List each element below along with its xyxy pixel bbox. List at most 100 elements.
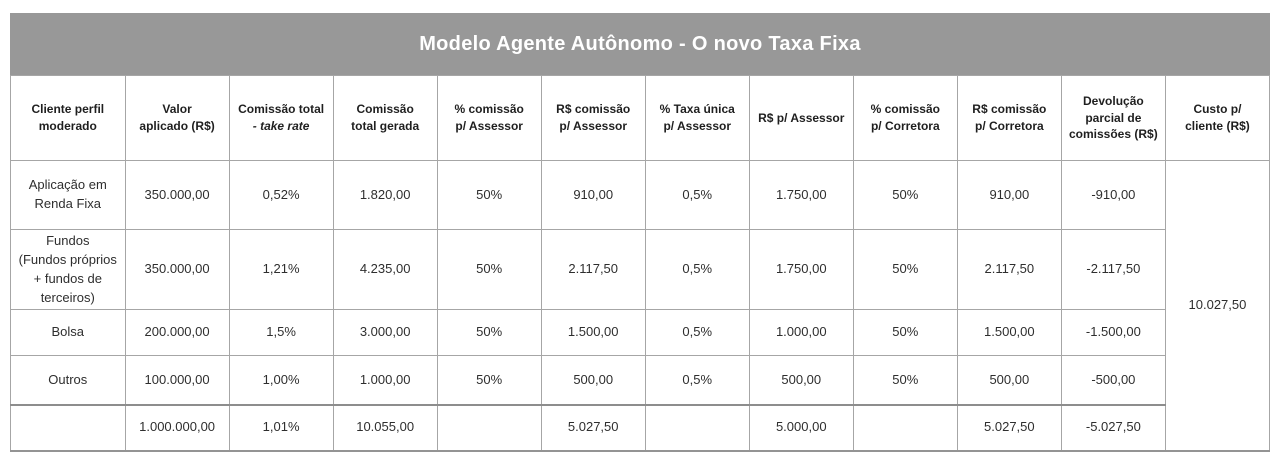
cell-value: 5.027,50 xyxy=(567,419,619,435)
page-title: Modelo Agente Autônomo - O novo Taxa Fix… xyxy=(419,32,861,55)
table-cell: 5.027,50 xyxy=(956,403,1062,452)
table-cell: 1.500,00 xyxy=(540,309,646,357)
table-cell: 1,01% xyxy=(228,403,334,452)
column-header-label: Custo p/ cliente (R$) xyxy=(1185,102,1250,133)
cell-value: 200.000,00 xyxy=(144,324,210,340)
table-cell: 50% xyxy=(852,228,958,311)
column-header: % comissão p/ Assessor xyxy=(436,75,542,161)
table-cell: -5.027,50 xyxy=(1060,403,1166,452)
table-cell: 5.027,50 xyxy=(540,403,646,452)
total-row: 1.000.000,00 1,01% 10.055,00 5.027,50 5.000,… xyxy=(10,403,1270,452)
table-cell: 1.750,00 xyxy=(748,160,854,230)
cell-value: Outros xyxy=(48,371,88,387)
table-cell: 0,5% xyxy=(644,160,750,230)
custo-cliente-total-cell: 10.027,50 xyxy=(1164,160,1271,452)
table-cell: 1,00% xyxy=(228,355,334,406)
cell-value: 1.820,00 xyxy=(359,186,411,202)
column-header-label: R$ comissão p/ Corretora xyxy=(972,102,1047,133)
table-body: Aplicação em Renda Fixa 350.000,00 0,52% 1.… xyxy=(10,160,1271,452)
column-header-label: R$ comissão p/ Assessor xyxy=(556,102,631,133)
cell-value: 100.000,00 xyxy=(144,371,210,387)
table-cell: 50% xyxy=(436,355,542,406)
column-header-label: % Taxa única p/ Assessor xyxy=(659,102,735,133)
cell-value: 10.055,00 xyxy=(356,419,415,435)
row-label-cell: Aplicação em Renda Fixa xyxy=(10,160,126,230)
cell-value: 1.000.000,00 xyxy=(139,419,216,435)
column-header: Valor aplicado (R$) xyxy=(124,75,230,161)
title-bar: Modelo Agente Autônomo - O novo Taxa Fix… xyxy=(10,13,1270,75)
table-cell: -2.117,50 xyxy=(1060,228,1166,311)
cell-value: 50% xyxy=(476,324,503,340)
column-header-label: % comissão p/ Corretora xyxy=(870,102,940,133)
table-row: Fundos (Fundos próprios + fundos de terc… xyxy=(10,228,1270,311)
table-cell: 4.235,00 xyxy=(332,228,438,311)
cell-value: 350.000,00 xyxy=(144,186,210,202)
row-label-cell: Fundos (Fundos próprios + fundos de terc… xyxy=(10,228,126,311)
column-header-label: Cliente perfil moderado xyxy=(31,102,105,133)
cell-value: 4.235,00 xyxy=(359,261,411,277)
row-label-cell: Outros xyxy=(10,355,126,406)
cell-value: 1,01% xyxy=(262,419,300,435)
cell-value: 1.000,00 xyxy=(775,324,827,340)
column-header-label: Valor aplicado (R$) xyxy=(139,102,215,133)
cell-value: 50% xyxy=(476,261,503,277)
cell-value: 3.000,00 xyxy=(359,324,411,340)
table-cell: 5.000,00 xyxy=(748,403,854,452)
cell-value: 1.750,00 xyxy=(775,261,827,277)
table-cell xyxy=(644,403,750,452)
table-cell: 500,00 xyxy=(748,355,854,406)
cell-value: 910,00 xyxy=(573,186,614,202)
table-cell: 50% xyxy=(852,309,958,357)
row-label-cell xyxy=(10,403,126,452)
cell-value: -2.117,50 xyxy=(1086,261,1141,277)
cell-value: 0,5% xyxy=(682,371,713,387)
header-row: Cliente perfil moderado Valor aplicado (R… xyxy=(10,75,1271,161)
cell-value: 50% xyxy=(892,186,919,202)
cell-value: 1.500,00 xyxy=(984,324,1035,340)
cell-value: 1,5% xyxy=(266,324,296,340)
table-row: Outros 100.000,00 1,00% 1.000,00 50% 500,00 0,… xyxy=(10,355,1270,406)
column-header: Custo p/ cliente (R$) xyxy=(1164,75,1271,161)
table-cell xyxy=(852,403,958,452)
column-header: R$ comissão p/ Corretora xyxy=(956,75,1062,161)
cell-value: 50% xyxy=(892,324,919,340)
cell-value: 0,5% xyxy=(682,261,713,277)
table-cell: 100.000,00 xyxy=(124,355,230,406)
cell-value: 50% xyxy=(892,371,919,387)
column-header: Devolução parcial de comissões (R$) xyxy=(1060,75,1166,161)
cell-value: 0,5% xyxy=(682,324,713,340)
cell-value: 1.750,00 xyxy=(775,186,827,202)
cell-value: Bolsa xyxy=(51,324,85,340)
cell-value: 500,00 xyxy=(989,371,1030,387)
table-cell: 50% xyxy=(852,160,958,230)
table-cell: 1.820,00 xyxy=(332,160,438,230)
table-cell: 200.000,00 xyxy=(124,309,230,357)
table-cell: 0,5% xyxy=(644,309,750,357)
table-cell: -1.500,00 xyxy=(1060,309,1166,357)
column-header-label: % comissão p/ Assessor xyxy=(454,102,524,133)
column-header: R$ comissão p/ Assessor xyxy=(540,75,646,161)
cell-value: -910,00 xyxy=(1091,186,1136,202)
table-cell: 350.000,00 xyxy=(124,160,230,230)
table-cell: 0,52% xyxy=(228,160,334,230)
table-cell: 50% xyxy=(436,160,542,230)
cell-value: 910,00 xyxy=(989,186,1030,202)
cell-value: 1.500,00 xyxy=(567,324,619,340)
table-cell: 500,00 xyxy=(540,355,646,406)
table-cell xyxy=(436,403,542,452)
cell-value: 350.000,00 xyxy=(144,261,210,277)
column-header: % comissão p/ Corretora xyxy=(852,75,958,161)
cell-value: -500,00 xyxy=(1091,371,1136,387)
table-cell: 2.117,50 xyxy=(956,228,1062,311)
table-row: Bolsa 200.000,00 1,5% 3.000,00 50% 1.500,00 0,… xyxy=(10,309,1270,357)
cell-value: 1,00% xyxy=(262,371,300,387)
cell-value: Fundos (Fundos próprios + fundos de terc… xyxy=(18,233,117,305)
cell-value: 500,00 xyxy=(781,371,822,387)
table-cell: -910,00 xyxy=(1060,160,1166,230)
table-cell: 3.000,00 xyxy=(332,309,438,357)
cell-value: 1.000,00 xyxy=(359,371,411,387)
table-cell: 1.000.000,00 xyxy=(124,403,230,452)
cell-value: 5.000,00 xyxy=(775,419,827,435)
column-header-label: R$ p/ Assessor xyxy=(758,110,845,125)
